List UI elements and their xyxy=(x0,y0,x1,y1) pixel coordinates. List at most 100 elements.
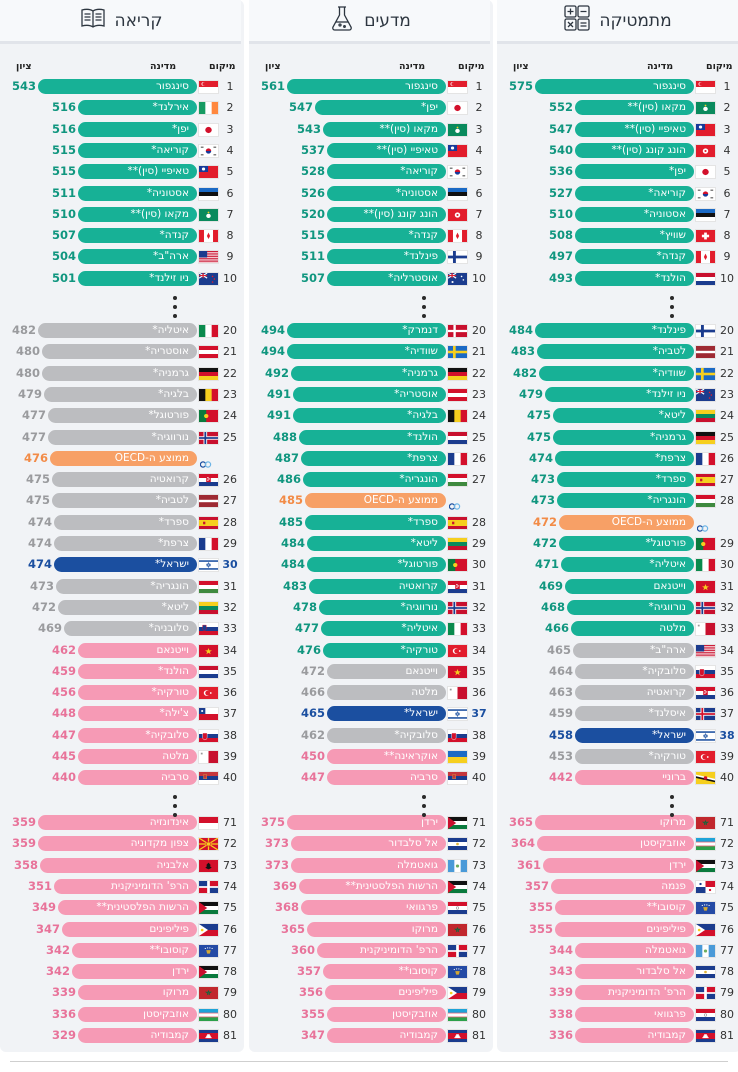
rank-number: 39 xyxy=(720,750,734,763)
flag-lithuania xyxy=(198,600,219,615)
score-value: 373 xyxy=(264,857,289,872)
score-value: 475 xyxy=(526,408,551,423)
column-title: מתמטיקה xyxy=(599,10,672,31)
score-value: 361 xyxy=(516,857,541,872)
country-name: שוויץ* xyxy=(659,229,686,242)
rank-number: 21 xyxy=(720,345,734,359)
flag-ireland xyxy=(198,101,219,116)
score-value: 475 xyxy=(25,493,50,508)
flag-france xyxy=(447,451,468,466)
score-value: 497 xyxy=(548,249,573,264)
rank-number: 25 xyxy=(223,430,237,444)
country-bar xyxy=(303,472,446,488)
flag-norway xyxy=(447,600,468,615)
country-name: צרפת* xyxy=(407,451,438,464)
country-name: ישראל* xyxy=(404,707,438,720)
country-name: הרפ' הדומיניקנית xyxy=(360,943,438,956)
rank-number: 8 xyxy=(226,229,234,243)
country-bar xyxy=(573,642,694,658)
country-name: איטליה* xyxy=(649,558,686,571)
score-value: 375 xyxy=(260,815,285,829)
score-value: 365 xyxy=(280,921,305,936)
rank-number: 80 xyxy=(720,1007,734,1021)
score-value: 359 xyxy=(11,836,36,851)
country-bar xyxy=(291,836,446,852)
ellipsis-dots xyxy=(422,795,426,817)
score-value: 355 xyxy=(300,1006,325,1021)
rank-number: 78 xyxy=(472,965,486,979)
score-value: 368 xyxy=(274,900,299,915)
rank-number: 9 xyxy=(475,250,483,264)
country-bar xyxy=(327,270,446,286)
rank-number: 77 xyxy=(720,943,734,957)
country-name: אירלנד* xyxy=(152,101,189,114)
score-value: 528 xyxy=(300,164,325,179)
score-value: 450 xyxy=(300,749,325,763)
rank-number: 40 xyxy=(223,771,237,785)
flag-cambodia xyxy=(447,1029,468,1043)
rank-number: 22 xyxy=(720,366,734,380)
country-name: אל סלבדור xyxy=(388,837,438,850)
country-name: אל סלבדור xyxy=(636,965,686,978)
country-name: דנמרק* xyxy=(402,324,438,336)
country-bar xyxy=(575,206,694,222)
country-bar xyxy=(317,942,446,958)
country-name: יפן* xyxy=(171,122,189,135)
flag-latvia xyxy=(198,494,219,509)
score-value: 493 xyxy=(548,270,573,285)
country-bar xyxy=(40,857,197,873)
flag-australia xyxy=(447,271,468,286)
rank-number: 23 xyxy=(720,387,734,401)
country-name: קמבודיה xyxy=(150,1029,189,1041)
country-name: סרביה xyxy=(160,771,189,784)
country-bar xyxy=(551,878,694,894)
score-value: 448 xyxy=(51,706,76,721)
country-bar xyxy=(72,942,197,958)
score-value: 547 xyxy=(288,100,313,115)
country-bar xyxy=(575,964,694,980)
country-name: אוזבקיסטן xyxy=(392,1007,438,1020)
score-value: 459 xyxy=(51,663,76,678)
rank-number: 79 xyxy=(720,986,734,1000)
flag-panama xyxy=(695,879,716,894)
rank-number: 35 xyxy=(720,664,734,678)
score-value: 526 xyxy=(300,185,325,200)
country-bar xyxy=(543,857,694,873)
rank-number: 73 xyxy=(472,858,486,872)
country-bar xyxy=(301,900,446,916)
oecd-average-label: ממוצע ה-OECD xyxy=(114,451,189,464)
flag-austria xyxy=(447,387,468,402)
rank-number: 1 xyxy=(226,80,234,93)
score-value: 474 xyxy=(528,450,553,465)
oecd-icon xyxy=(199,454,212,468)
flag-jordan xyxy=(447,816,468,830)
country-name: ליטא* xyxy=(161,600,189,613)
country-bar xyxy=(555,921,694,937)
rank-number: 71 xyxy=(472,816,486,829)
country-bar xyxy=(305,514,446,530)
country-bar xyxy=(78,142,197,158)
country-bar xyxy=(287,323,446,338)
rank-number: 77 xyxy=(223,943,237,957)
country-bar xyxy=(327,1006,446,1022)
flag-hongkong xyxy=(695,143,716,158)
country-name: ספרד* xyxy=(158,515,189,528)
flag-palestine xyxy=(198,901,219,916)
country-name: מרוקו xyxy=(162,986,189,999)
country-name: טאיפיי (סין)** xyxy=(127,165,189,178)
country-name: ספרד* xyxy=(407,515,438,528)
country-name: קוריאה* xyxy=(400,165,438,178)
country-bar xyxy=(293,408,446,424)
score-value: 458 xyxy=(548,727,573,742)
rank-number: 37 xyxy=(223,707,237,721)
country-bar xyxy=(535,323,694,338)
score-value: 492 xyxy=(264,365,289,380)
rank-number: 28 xyxy=(223,515,237,529)
country-name: אוסטריה* xyxy=(394,387,438,400)
score-value: 508 xyxy=(548,228,573,243)
flag-portugal xyxy=(695,537,716,551)
flag-singapore xyxy=(198,80,219,94)
score-value: 356 xyxy=(298,985,323,1000)
score-value: 475 xyxy=(526,429,551,444)
score-value: 511 xyxy=(51,185,76,200)
